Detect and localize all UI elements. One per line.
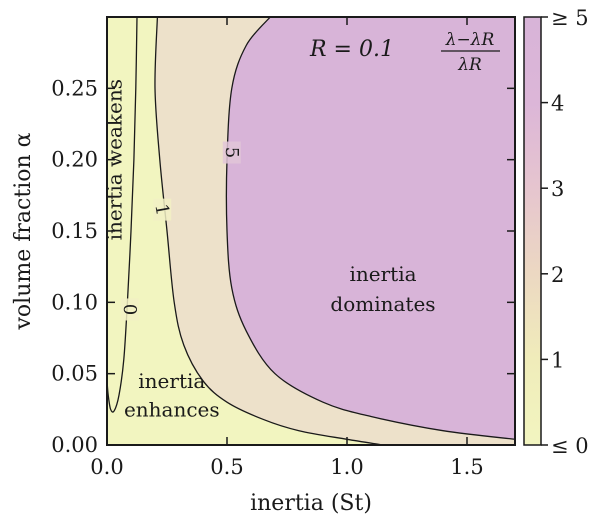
- dominates-region: [226, 17, 515, 445]
- x-axis: 0.0 0.5 1.0 1.5: [90, 17, 484, 479]
- contour-label-bg-5: [222, 141, 241, 164]
- x-tick-label: 1.0: [330, 455, 363, 479]
- contour-label-5: 5: [221, 147, 242, 158]
- y-tick-label: 0.00: [51, 433, 98, 457]
- colorbar-tick-label: ≤ 0: [551, 434, 589, 458]
- colorbar-gradient: [523, 16, 542, 446]
- contour-labels: 0 1 5: [119, 141, 242, 321]
- heatmap-field: [107, 17, 515, 445]
- colorbar-tick-label: 4: [551, 92, 564, 116]
- contour-label-bg-1: [153, 198, 172, 221]
- y-tick-label: 0.25: [51, 76, 98, 100]
- contour-label-1: 1: [150, 202, 173, 217]
- y-axis: 0.00 0.05 0.10 0.15 0.20 0.25: [51, 76, 515, 457]
- colorbar-title-denominator: λR: [457, 55, 482, 75]
- x-tick-label: 0.5: [210, 455, 243, 479]
- colorbar: ≤ 0 1 2 3 4 ≥ 5: [523, 6, 589, 458]
- parameter-label: R = 0.1: [309, 37, 394, 62]
- x-tick-label: 1.5: [450, 455, 483, 479]
- contour-label-bg-0: [120, 298, 139, 321]
- y-tick-label: 0.15: [51, 219, 98, 243]
- colorbar-tick-label: 3: [551, 177, 564, 201]
- y-tick-label: 0.05: [51, 362, 98, 386]
- colorbar-tick-label: 1: [551, 348, 564, 372]
- colorbar-title: λ−λR λR: [441, 30, 500, 75]
- y-axis-title: volume fraction α: [11, 132, 36, 330]
- colorbar-title-numerator: λ−λR: [445, 30, 495, 50]
- contour-label-0: 0: [119, 304, 140, 315]
- region-annotation-3: inertia: [349, 262, 416, 286]
- colorbar-tick-label: ≥ 5: [551, 6, 589, 30]
- contour-lines: [107, 17, 515, 445]
- colorbar-tick-label: 2: [551, 263, 564, 287]
- contour-line-5: [225, 17, 515, 440]
- region-annotation-4: dominates: [330, 292, 435, 316]
- contour-line-1: [154, 17, 384, 445]
- region-annotation-1: inertia: [138, 369, 205, 393]
- y-tick-label: 0.10: [51, 290, 98, 314]
- x-axis-title: inertia (St): [250, 491, 372, 516]
- y-tick-label: 0.20: [51, 148, 98, 172]
- x-tick-label: 0.0: [90, 455, 123, 479]
- contour-line-0: [107, 17, 138, 413]
- region-annotation-2: enhances: [124, 397, 220, 421]
